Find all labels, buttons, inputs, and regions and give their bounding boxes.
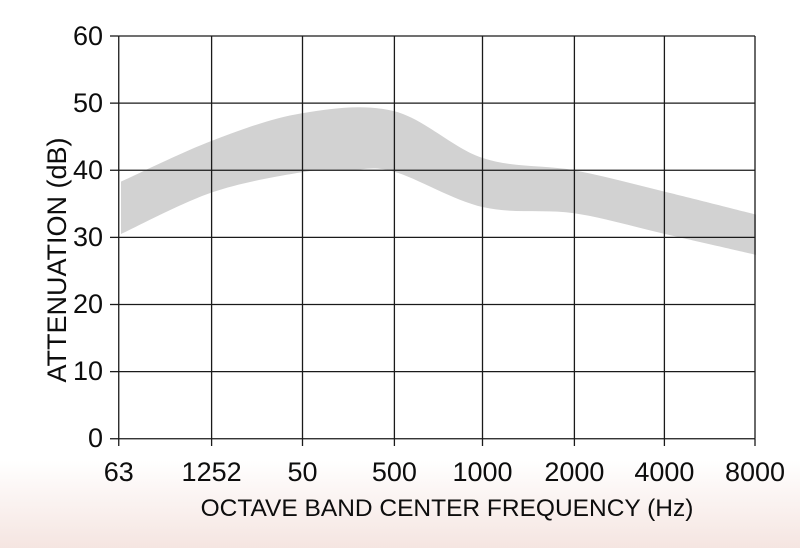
svg-text:500: 500 (372, 457, 417, 487)
svg-text:50: 50 (287, 457, 317, 487)
svg-text:0: 0 (88, 423, 103, 453)
svg-text:20: 20 (73, 289, 103, 319)
svg-text:2000: 2000 (544, 457, 604, 487)
svg-text:10: 10 (73, 356, 103, 386)
svg-text:40: 40 (73, 155, 103, 185)
svg-text:1252: 1252 (182, 457, 242, 487)
svg-text:8000: 8000 (725, 457, 785, 487)
svg-text:60: 60 (73, 21, 103, 51)
svg-text:50: 50 (73, 88, 103, 118)
svg-text:OCTAVE BAND CENTER FREQUENCY (: OCTAVE BAND CENTER FREQUENCY (Hz) (201, 495, 694, 522)
svg-text:63: 63 (104, 457, 134, 487)
svg-text:30: 30 (73, 222, 103, 252)
svg-text:1000: 1000 (452, 457, 512, 487)
svg-text:4000: 4000 (634, 457, 694, 487)
svg-text:ATTENUATION (dB): ATTENUATION (dB) (42, 137, 72, 382)
